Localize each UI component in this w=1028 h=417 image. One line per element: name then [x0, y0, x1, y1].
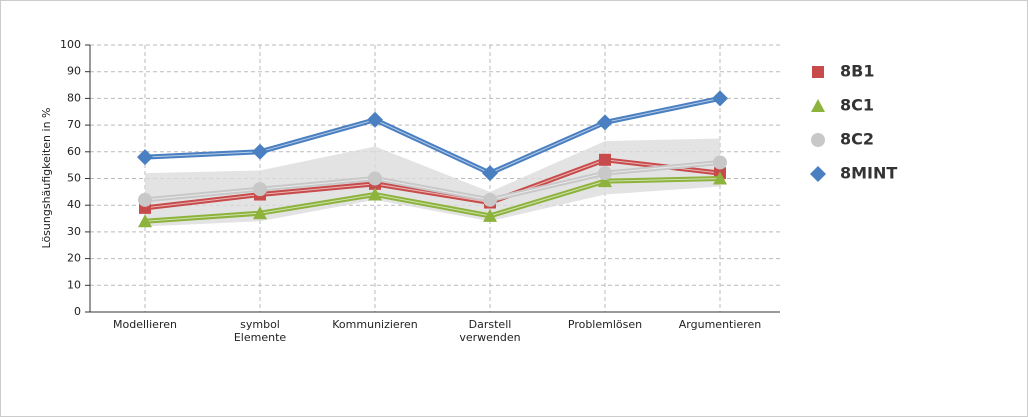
- y-tick-label: 0: [74, 305, 81, 318]
- y-tick-label: 100: [60, 38, 81, 51]
- y-tick-label: 80: [67, 91, 81, 104]
- x-tick-label: Kommunizieren: [332, 318, 417, 331]
- marker: [712, 90, 728, 107]
- legend-label: 8C2: [840, 130, 874, 149]
- marker: [138, 214, 152, 228]
- marker: [253, 206, 267, 220]
- y-tick-label: 20: [67, 252, 81, 265]
- series-line-highlight: [144, 159, 721, 209]
- y-tick-label: 90: [67, 65, 81, 78]
- range-band: [145, 138, 720, 227]
- marker: [253, 182, 267, 197]
- y-tick-label: 70: [67, 118, 81, 131]
- y-tick-label: 10: [67, 278, 81, 291]
- marker: [367, 111, 383, 128]
- x-tick-label: Argumentieren: [679, 318, 761, 331]
- x-tick-label: symbol Elemente: [234, 318, 287, 344]
- y-tick-label: 40: [67, 198, 81, 211]
- legend-marker: [811, 99, 825, 112]
- legend-marker: [812, 66, 824, 78]
- marker: [368, 171, 382, 186]
- marker: [713, 171, 727, 185]
- y-axis-label: Lösungshäufigkeiten in %: [40, 108, 53, 249]
- marker: [483, 208, 497, 222]
- marker: [713, 155, 727, 170]
- marker: [252, 143, 268, 160]
- marker: [482, 165, 498, 182]
- x-tick-label: Problemlösen: [568, 318, 642, 331]
- marker: [137, 149, 153, 166]
- legend-label: 8B1: [840, 62, 874, 81]
- marker: [138, 192, 152, 207]
- legend-label: 8MINT: [840, 164, 897, 183]
- legend-marker: [810, 166, 826, 182]
- marker: [597, 114, 613, 131]
- y-tick-label: 50: [67, 172, 81, 185]
- marker: [598, 174, 612, 188]
- marker: [598, 166, 612, 181]
- legend-label: 8C1: [840, 96, 874, 115]
- x-tick-label: Darstell verwenden: [459, 318, 520, 344]
- series-line-highlight: [144, 178, 721, 222]
- series-line-highlight: [144, 161, 721, 201]
- marker: [368, 187, 382, 201]
- marker: [599, 153, 611, 166]
- series-line-highlight: [144, 97, 721, 174]
- legend-marker: [811, 133, 825, 147]
- marker: [483, 192, 497, 207]
- y-tick-label: 30: [67, 225, 81, 238]
- x-tick-label: Modellieren: [113, 318, 177, 331]
- y-tick-label: 60: [67, 145, 81, 158]
